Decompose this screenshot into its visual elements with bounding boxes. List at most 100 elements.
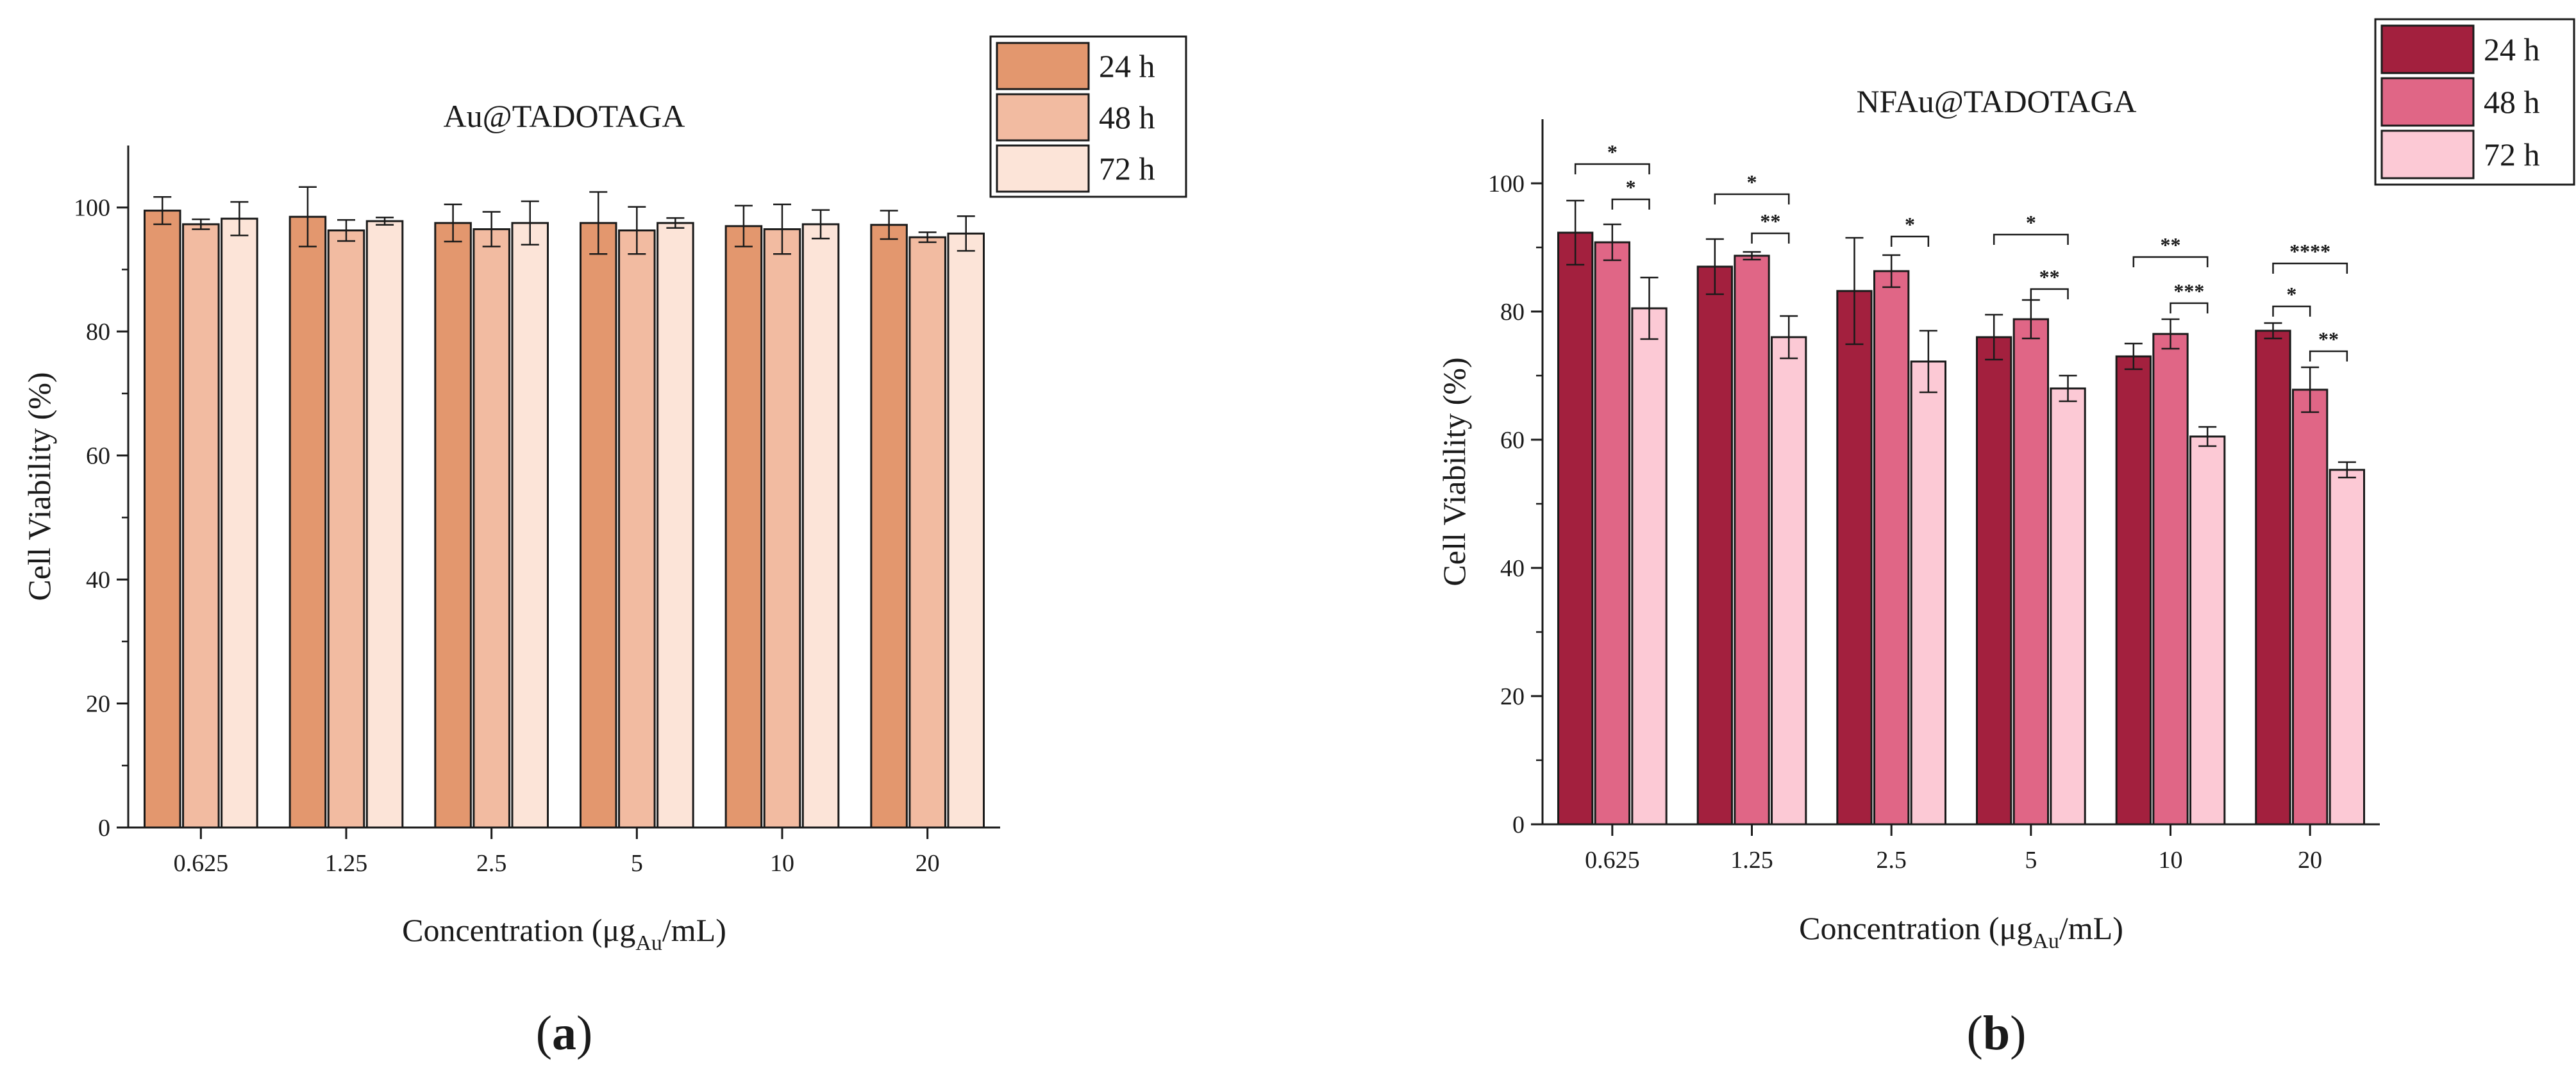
bar-2.5-24h [1836, 290, 1873, 826]
bar-1.25-24h [1696, 265, 1733, 826]
legend-swatch-48h [2380, 77, 2475, 127]
bar-1.25-24h [289, 215, 327, 829]
error-bar-0.625-72h [230, 201, 249, 237]
significance-bracket-line [1993, 233, 2069, 245]
y-tick-label: 40 [1500, 555, 1525, 582]
x-tick-label: 10 [770, 850, 794, 877]
significance-label: ** [1760, 210, 1780, 233]
bar-10-24h [724, 225, 763, 829]
legend-label-48h: 48 h [1099, 99, 1155, 135]
significance-bracket-0: * [1574, 140, 1650, 174]
bar-10-72h [2189, 435, 2226, 826]
error-bar-2.5-48h [1882, 254, 1901, 288]
significance-label: *** [2173, 279, 2204, 303]
y-tick-label: 20 [86, 691, 110, 718]
x-axis-label-tail: /mL) [662, 912, 726, 948]
y-axis-label: Cell Viability (%) [1436, 357, 1472, 586]
bar-1.25-48h [327, 229, 365, 829]
bar-0.625-72h [221, 217, 258, 829]
error-bar-5-72h [2059, 374, 2077, 403]
legend: 24 h 48 h 72 h [989, 35, 1187, 198]
error-bar-20-24h [880, 210, 898, 240]
legend-label-72h: 72 h [2484, 137, 2540, 172]
significance-bracket-10: * [2272, 283, 2311, 317]
x-tick-label: 0.625 [1585, 847, 1640, 874]
x-tick-label: 1.25 [325, 850, 368, 877]
significance-label: ** [2318, 328, 2339, 351]
bar-20-24h [870, 224, 908, 829]
error-bar-5-72h [666, 217, 685, 229]
bar-0.625-24h [144, 210, 181, 829]
error-bar-0.625-24h [153, 196, 172, 226]
significance-bracket-3: ** [1751, 210, 1790, 244]
error-bar-5-48h [628, 206, 646, 255]
significance-bracket-7: ** [2132, 233, 2209, 267]
significance-label: * [1626, 176, 1636, 199]
panel-label-letter: b [1983, 1006, 2010, 1060]
significance-bracket-line [2309, 350, 2348, 362]
x-axis-label-tail: /mL) [2059, 910, 2123, 946]
bar-10-72h [801, 223, 840, 829]
significance-bracket-5: * [1993, 211, 2069, 245]
bar-10-48h [763, 228, 801, 829]
legend-swatch-48h [996, 93, 1090, 142]
y-tick-label: 0 [1512, 811, 1525, 838]
error-bar-10-48h [2161, 318, 2180, 350]
bar-20-72h [947, 232, 985, 829]
x-tick-label: 2.5 [476, 850, 507, 877]
bar-5-72h [657, 222, 694, 829]
panel-a-chart: 0 20 40 60 80 100 0.625 1.25 2.5 5 10 20 Au@TADOTAGA… [21, 35, 1187, 1060]
error-bar-10-24h [2124, 342, 2143, 370]
error-bar-10-48h [773, 203, 791, 255]
bar-5-48h [2012, 318, 2049, 826]
panel-label-open: ( [536, 1006, 552, 1060]
error-bar-5-24h [589, 191, 608, 255]
significance-label: * [1747, 171, 1757, 194]
significance-label: **** [2289, 240, 2330, 263]
panel-label-close: ) [2010, 1006, 2026, 1060]
bar-20-48h [2292, 388, 2329, 826]
significance-bracket-line [1751, 232, 1790, 244]
legend-swatch-24h [996, 42, 1090, 90]
panel-label-letter: a [552, 1006, 576, 1060]
y-tick-label: 20 [1500, 683, 1525, 710]
x-tick-label: 20 [916, 850, 940, 877]
error-bar-2.5-48h [482, 211, 501, 247]
legend-swatch-24h [2380, 24, 2475, 74]
error-bar-0.625-72h [1640, 276, 1659, 340]
panel-label: (b) [1967, 1006, 2027, 1060]
x-tick-label: 10 [2159, 847, 2183, 874]
bar-0.625-48h [1594, 241, 1630, 826]
y-tick-label: 100 [74, 195, 110, 222]
x-axis-label: Concentration (μgAu/mL) [1799, 910, 2123, 953]
legend-label-72h: 72 h [1099, 151, 1155, 187]
x-tick-label: 5 [2025, 847, 2037, 874]
significance-bracket-line [1714, 193, 1790, 204]
significance-bracket-line [2132, 256, 2209, 267]
legend: 24 h 48 h 72 h [2374, 18, 2575, 186]
chart-title: Au@TADOTAGA [444, 98, 685, 134]
error-bar-10-72h [2198, 426, 2217, 447]
y-tick-label: 100 [1488, 171, 1525, 197]
significance-label: ** [2161, 233, 2181, 256]
bar-5-72h [2050, 387, 2086, 826]
x-axis-label-main: Concentration (μg [402, 912, 635, 948]
bar-20-24h [2255, 329, 2291, 826]
bar-2.5-72h [1910, 360, 1947, 826]
bar-2.5-24h [434, 222, 472, 829]
significance-label: * [1905, 213, 1915, 236]
x-axis-label-subscript: Au [635, 931, 662, 955]
significance-bracket-2: * [1714, 171, 1790, 204]
panel-label-open: ( [1967, 1006, 1983, 1060]
error-bar-0.625-48h [192, 218, 210, 230]
chart-title: NFAu@TADOTAGA [1856, 83, 2136, 119]
error-bar-2.5-72h [1919, 329, 1937, 394]
bar-2.5-48h [473, 228, 510, 829]
bar-1.25-72h [365, 220, 404, 829]
panel-label-close: ) [576, 1006, 592, 1060]
bar-1.25-48h [1734, 254, 1770, 826]
significance-bracket-line [2030, 288, 2069, 299]
legend-label-24h: 24 h [2484, 31, 2540, 67]
